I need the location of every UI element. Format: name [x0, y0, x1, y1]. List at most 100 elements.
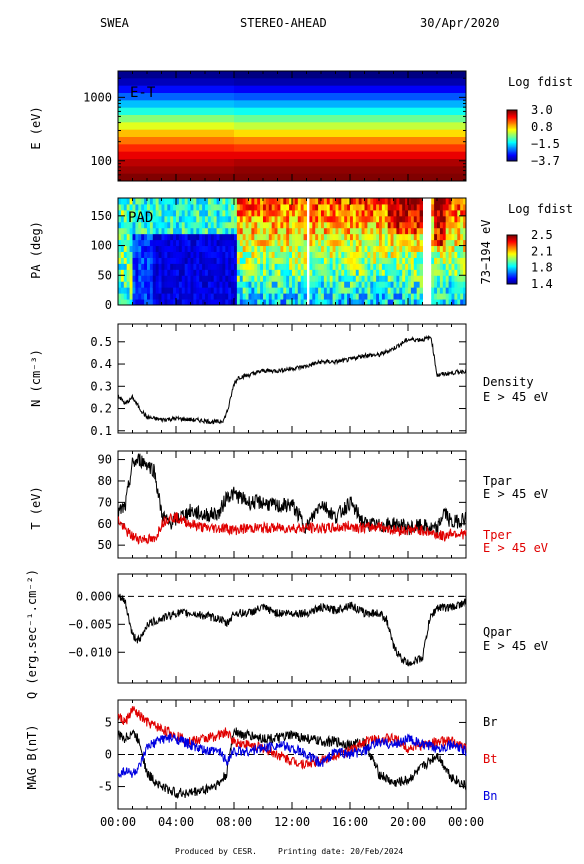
pad-cell: [251, 239, 255, 247]
pad-cell: [405, 209, 409, 217]
pad-cell: [361, 287, 365, 294]
pad-cell: [309, 251, 313, 258]
footer-produced: Produced by CESR.: [175, 847, 257, 856]
density-panel: 0.10.20.30.40.5: [90, 323, 467, 438]
pad-cell: [318, 251, 322, 258]
pad-cell: [381, 251, 386, 258]
pad-cell: [387, 227, 392, 235]
pad-cell: [126, 275, 131, 282]
pad-cell: [376, 293, 380, 300]
pad-cell: [323, 251, 328, 258]
pad-cell: [390, 275, 394, 282]
pad-cell: [265, 287, 270, 294]
pad-cell: [321, 203, 325, 211]
pad-cell: [129, 275, 133, 282]
pad-cell: [326, 198, 331, 205]
pad-cell: [292, 239, 296, 247]
pad-cell: [329, 263, 334, 270]
pad-cell: [361, 257, 365, 264]
pad-cell: [283, 281, 287, 288]
pad-cell: [263, 245, 267, 252]
pad-cell: [286, 198, 290, 205]
pad-cell: [323, 299, 328, 306]
pad-cell: [286, 245, 290, 252]
pad-colorbar-swatch: [507, 238, 517, 241]
pad-cell: [439, 203, 444, 211]
pad-cell: [178, 233, 183, 241]
time-tick-label: 08:00: [216, 815, 252, 829]
pad-cell: [329, 257, 334, 264]
pad-cell: [457, 257, 461, 264]
pad-cell: [292, 245, 296, 252]
pad-cell: [393, 251, 397, 258]
pad-cell: [289, 287, 293, 294]
pad-cell: [181, 251, 186, 258]
pad-cell: [338, 233, 342, 241]
pad-cell: [454, 245, 458, 252]
et-colorbar-swatch: [507, 138, 517, 140]
pad-cell: [242, 269, 247, 276]
pad-cell: [190, 293, 194, 300]
pad-colorbar-label: 1.8: [531, 261, 553, 275]
pad-cell: [355, 251, 360, 258]
pad-cell: [381, 269, 386, 276]
pad-cell: [341, 203, 345, 211]
tper-line: [117, 512, 467, 545]
pad-cell: [271, 239, 276, 247]
pad-cell: [222, 287, 226, 294]
pad-cell: [335, 251, 339, 258]
pad-cell: [289, 215, 293, 223]
pad-cell: [207, 203, 212, 211]
pad-cell: [352, 281, 357, 288]
pad-cell: [379, 203, 383, 211]
pad-cell: [141, 251, 145, 258]
pad-cell: [364, 257, 368, 264]
pad-cell: [297, 215, 302, 223]
pad-cell: [251, 245, 255, 252]
pad-cell: [231, 245, 235, 252]
pad-cell: [263, 257, 267, 264]
pad-cell: [408, 215, 412, 223]
pad-cell: [196, 209, 200, 217]
pad-cell: [448, 209, 452, 217]
pad-colorbar-swatch: [507, 249, 517, 252]
pad-cell: [144, 215, 148, 223]
pad-cell: [405, 215, 409, 223]
pad-cell: [347, 203, 351, 211]
pad-cell: [442, 299, 447, 306]
pad-cell: [138, 281, 142, 288]
mag-ytick-label: 0: [105, 748, 112, 762]
pad-cell: [379, 251, 383, 258]
pad-cell: [323, 198, 328, 205]
pad-cell: [155, 209, 160, 217]
pad-cell: [352, 209, 357, 217]
pad-cell: [439, 299, 444, 306]
pad-cell: [399, 198, 403, 205]
pad-cell: [300, 215, 305, 223]
pad-cell: [190, 215, 194, 223]
pad-cell: [199, 221, 203, 229]
pad-cell: [448, 275, 452, 282]
pad-cell: [202, 281, 206, 288]
pad-cell: [283, 257, 287, 264]
pad-cell: [257, 269, 261, 276]
pad-cell: [271, 251, 276, 258]
pad-cell: [257, 198, 261, 205]
pad-cell: [248, 263, 252, 270]
pad-cell: [460, 281, 464, 288]
pad-cell: [190, 239, 194, 247]
pad-cell: [457, 221, 461, 229]
pad-cell: [294, 299, 299, 306]
et-cell: [118, 166, 235, 175]
pad-cell: [274, 257, 278, 264]
pad-cell: [321, 293, 325, 300]
pad-cell: [216, 239, 220, 247]
pad-cell: [286, 209, 290, 217]
pad-cell: [135, 275, 139, 282]
pad-cell: [405, 299, 409, 306]
pad-cell: [158, 281, 162, 288]
pad-cell: [332, 299, 336, 306]
pad-cell: [373, 299, 377, 306]
pad-cell: [126, 299, 131, 306]
pad-cell: [384, 275, 389, 282]
